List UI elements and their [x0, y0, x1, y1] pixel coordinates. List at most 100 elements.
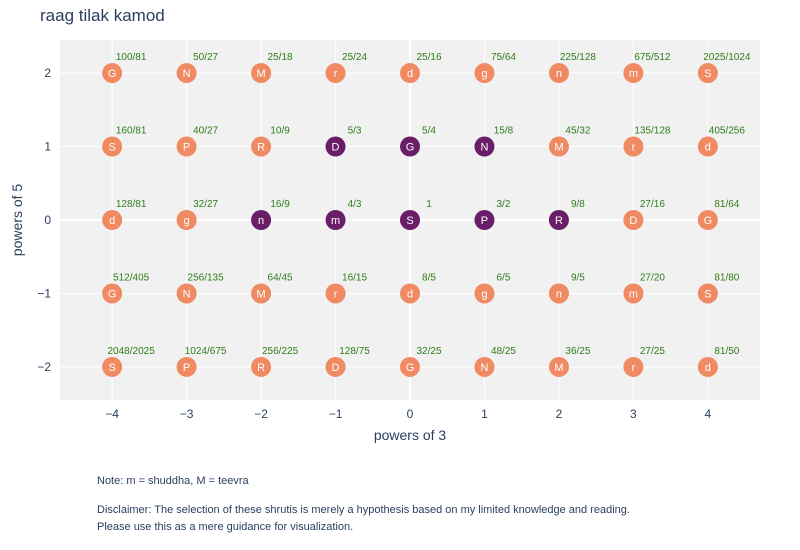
- swara-letter: d: [705, 142, 711, 154]
- swara-marker: [251, 136, 272, 157]
- swara-marker: [548, 210, 569, 230]
- swara-marker: [623, 356, 644, 377]
- x-tick-label: 2: [556, 407, 563, 421]
- swara-marker: [474, 356, 495, 377]
- swara-marker: [251, 63, 272, 84]
- swara-marker: [176, 63, 197, 84]
- axis-ticks: −4 −3 −2 −1 0 1 2 3 4 −2 −1 0 1 2: [37, 66, 711, 421]
- ratio-label: 5/3: [348, 126, 362, 137]
- ratio-label: 81/50: [714, 346, 739, 357]
- ratio-label: 25/18: [268, 52, 293, 63]
- swara-letter: g: [184, 215, 190, 227]
- swara-letter: P: [481, 215, 488, 227]
- ratio-label: 81/80: [714, 272, 739, 283]
- swara-marker: [176, 136, 197, 157]
- data-points: G100/81N50/27M25/18r25/24d25/16g75/64n22…: [102, 52, 751, 377]
- x-tick-label: 0: [407, 407, 414, 421]
- ratio-label: 2048/2025: [107, 346, 155, 357]
- swara-letter: S: [406, 215, 413, 227]
- swara-letter: N: [480, 362, 488, 374]
- swara-letter: N: [183, 68, 191, 80]
- swara-marker: [325, 136, 346, 157]
- x-tick-label: −2: [254, 407, 268, 421]
- swara-letter: m: [629, 288, 638, 300]
- x-tick-label: 4: [705, 407, 712, 421]
- ratio-label: 32/27: [193, 199, 218, 210]
- swara-letter: r: [334, 68, 338, 80]
- ratio-label: 225/128: [560, 52, 597, 63]
- swara-letter: M: [554, 362, 563, 374]
- ratio-label: 50/27: [193, 52, 218, 63]
- swara-letter: N: [480, 142, 488, 154]
- swara-letter: S: [704, 68, 711, 80]
- swara-letter: d: [705, 362, 711, 374]
- swara-letter: G: [108, 288, 117, 300]
- ratio-label: 128/75: [339, 346, 370, 357]
- swara-marker: [623, 210, 644, 230]
- swara-marker: [548, 283, 569, 304]
- ratio-label: 1024/675: [185, 346, 227, 357]
- swara-marker: [251, 356, 272, 377]
- swara-marker: [474, 283, 495, 304]
- ratio-label: 45/32: [565, 126, 590, 137]
- swara-letter: M: [256, 68, 265, 80]
- swara-marker: [176, 283, 197, 304]
- swara-letter: G: [406, 362, 415, 374]
- swara-letter: G: [406, 142, 415, 154]
- ratio-label: 405/256: [709, 126, 746, 137]
- ratio-label: 6/5: [497, 272, 511, 283]
- ratio-label: 27/20: [640, 272, 665, 283]
- swara-letter: g: [481, 288, 487, 300]
- swara-marker: [548, 356, 569, 377]
- swara-marker: [325, 210, 346, 230]
- swara-marker: [474, 210, 495, 230]
- swara-letter: D: [332, 362, 340, 374]
- swara-marker: [102, 210, 123, 230]
- swara-letter: D: [332, 142, 340, 154]
- ratio-label: 256/135: [188, 272, 225, 283]
- y-tick-label: −1: [37, 286, 51, 300]
- swara-letter: S: [108, 142, 115, 154]
- swara-letter: R: [555, 215, 563, 227]
- swara-letter: P: [183, 142, 190, 154]
- ratio-label: 8/5: [422, 272, 436, 283]
- swara-marker: [325, 283, 346, 304]
- ratio-label: 256/225: [262, 346, 299, 357]
- ratio-label: 36/25: [565, 346, 590, 357]
- ratio-label: 27/25: [640, 346, 665, 357]
- swara-marker: [474, 136, 495, 157]
- ratio-label: 75/64: [491, 52, 516, 63]
- swara-marker: [697, 356, 718, 377]
- swara-letter: R: [257, 362, 265, 374]
- ratio-label: 160/81: [116, 126, 147, 137]
- y-tick-label: 1: [44, 140, 51, 154]
- ratio-label: 128/81: [116, 199, 147, 210]
- swara-letter: m: [629, 68, 638, 80]
- ratio-label: 10/9: [270, 126, 290, 137]
- swara-marker: [400, 136, 420, 157]
- y-axis-title: powers of 5: [9, 184, 25, 257]
- ratio-label: 512/405: [113, 272, 150, 283]
- swara-marker: [400, 283, 420, 304]
- ratio-label: 64/45: [268, 272, 293, 283]
- swara-marker: [548, 136, 569, 157]
- swara-marker: [102, 63, 123, 84]
- swara-marker: [623, 63, 644, 84]
- swara-marker: [176, 356, 197, 377]
- swara-marker: [697, 63, 718, 84]
- ratio-label: 1: [426, 199, 432, 210]
- ratio-label: 5/4: [422, 126, 436, 137]
- swara-marker: [102, 136, 123, 157]
- swara-letter: d: [109, 215, 115, 227]
- ratio-label: 25/24: [342, 52, 367, 63]
- ratio-label: 16/9: [270, 199, 290, 210]
- ratio-label: 27/16: [640, 199, 665, 210]
- swara-letter: M: [256, 288, 265, 300]
- swara-marker: [176, 210, 197, 230]
- swara-letter: n: [556, 288, 562, 300]
- chart-title: raag tilak kamod: [40, 6, 165, 25]
- y-tick-label: 2: [44, 66, 51, 80]
- x-tick-label: 3: [630, 407, 637, 421]
- x-tick-label: 1: [481, 407, 488, 421]
